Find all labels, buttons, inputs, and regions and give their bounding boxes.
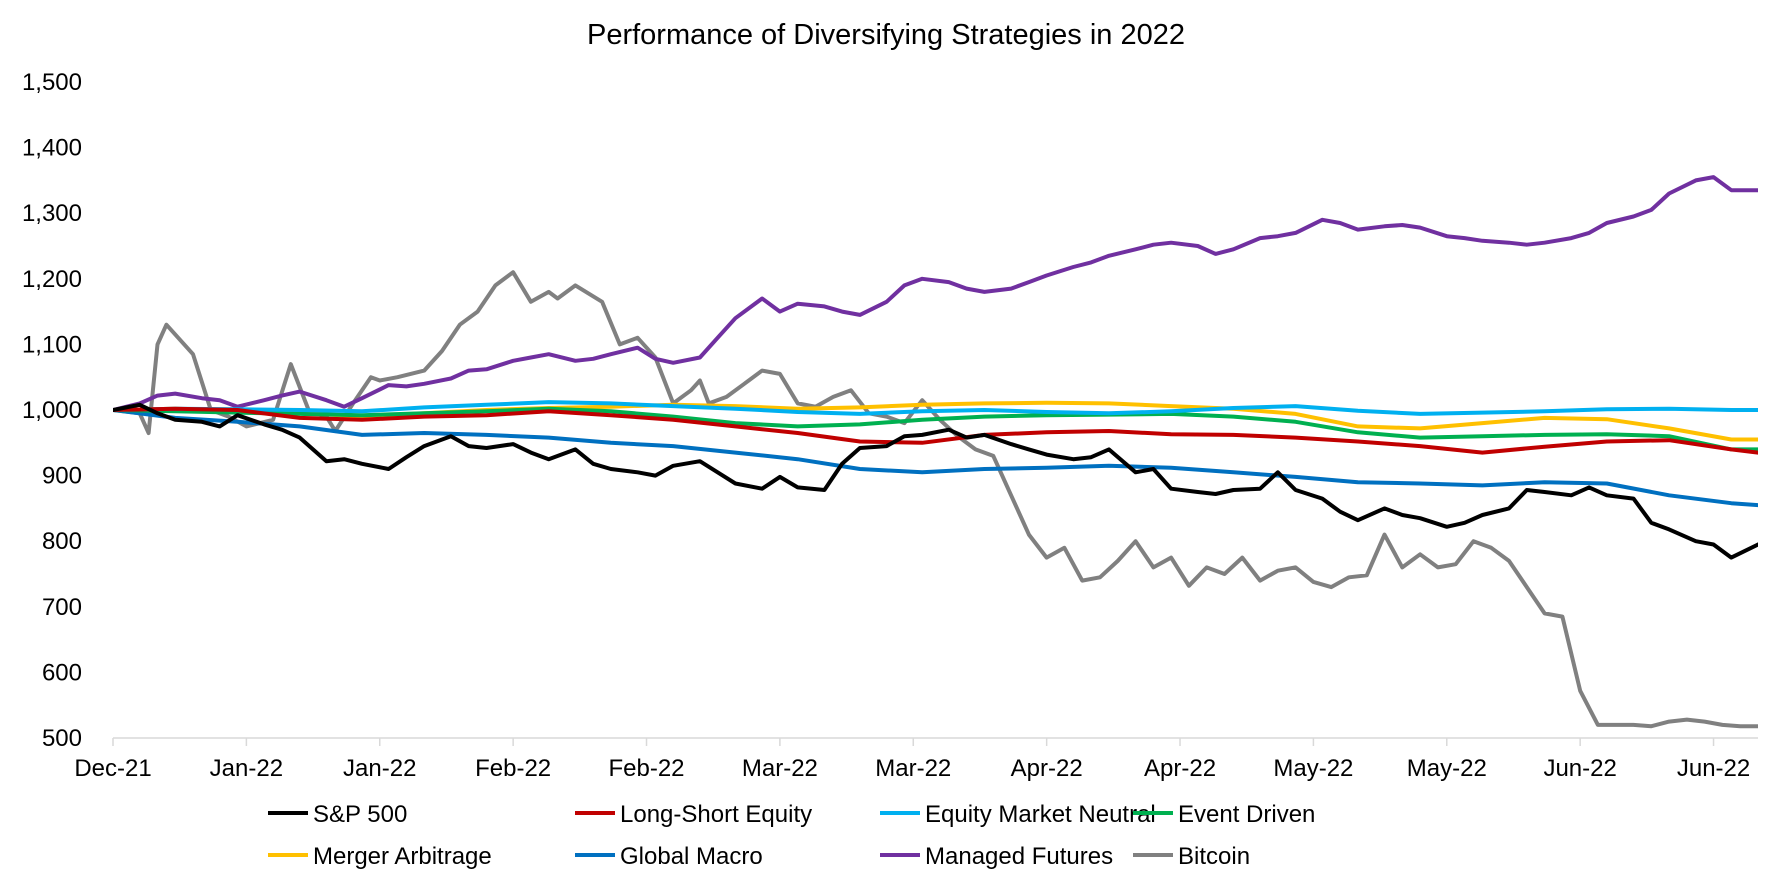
x-tick-label: Jun-22 [1543,755,1616,782]
legend-label: Bitcoin [1178,843,1250,870]
legend-label: Merger Arbitrage [313,843,492,870]
series-line-sp-500 [113,402,1758,560]
x-tick-label: Feb-22 [608,755,684,782]
x-tick-label: Apr-22 [1144,755,1216,782]
x-tick-label: May-22 [1407,755,1487,782]
legend-label: Managed Futures [925,843,1113,870]
x-axis: Dec-21 Jan-22 Jan-22 Feb-22 Feb-22 Mar-22 Mar-… [74,737,1758,782]
x-tick-label: Apr-22 [1011,755,1083,782]
y-tick-label: 800 [42,528,82,555]
y-tick-label: 500 [42,725,82,752]
y-tick-label: 1,500 [22,69,82,96]
series-line-event-driven [113,406,1758,452]
legend-label: Equity Market Neutral [925,801,1156,828]
x-tick-label: Jun-22 [1677,755,1750,782]
series-line-equity-market-neutral [113,400,1758,416]
y-tick-label: 700 [42,594,82,621]
x-tick-label: Jan-22 [343,755,416,782]
y-tick-label: 1,000 [22,397,82,424]
y-tick-label: 1,100 [22,331,82,358]
y-tick-label: 900 [42,463,82,490]
chart-title: Performance of Diversifying Strategies i… [587,19,1185,51]
y-axis: 500 600 700 800 900 1,000 1,100 1,200 1,300 1,400… [22,69,82,752]
x-tick-label: Mar-22 [742,755,818,782]
y-tick-label: 1,400 [22,135,82,162]
y-tick-label: 1,200 [22,266,82,293]
y-tick-label: 1,300 [22,200,82,227]
legend-label: Long-Short Equity [620,801,812,828]
x-tick-label: Jan-22 [210,755,283,782]
x-tick-label: May-22 [1273,755,1353,782]
series-lines [113,175,1758,729]
legend: S&P 500 Long-Short Equity Equity Market Ne… [268,801,1315,870]
series-line-bitcoin [113,270,1758,729]
series-line-managed-futures [113,175,1758,412]
x-tick-label: Dec-21 [74,755,151,782]
y-tick-label: 600 [42,659,82,686]
legend-label: Global Macro [620,843,763,870]
legend-label: S&P 500 [313,801,407,828]
series-line-long-short-equity [113,406,1758,455]
x-tick-label: Mar-22 [875,755,951,782]
x-tick-label: Feb-22 [475,755,551,782]
legend-label: Event Driven [1178,801,1315,828]
series-line-global-macro [113,408,1758,508]
